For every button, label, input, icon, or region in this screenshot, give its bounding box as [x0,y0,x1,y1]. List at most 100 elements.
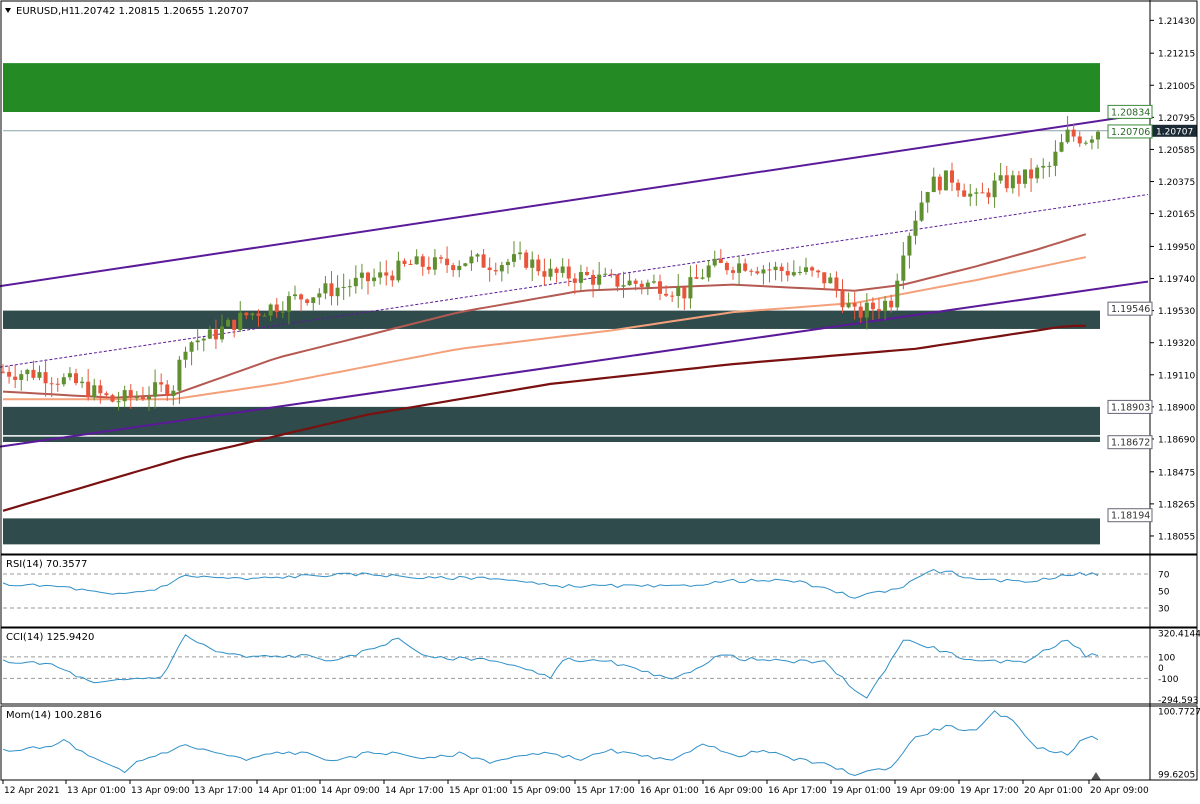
candle [311,296,316,312]
candle-body [140,397,145,400]
candle [1047,161,1052,178]
y-tick-label: 1.18690 [1158,435,1195,445]
candle [712,250,717,268]
candle [201,336,206,352]
candle-body [658,281,662,294]
candle [998,162,1003,184]
candle [317,288,322,305]
candle-body [110,395,115,402]
rsi-line [2,568,1099,599]
candle-body [846,303,851,308]
candle [67,367,72,381]
y-tick-label: 1.18265 [1158,500,1195,510]
candle [323,276,328,300]
candle-body [426,266,431,270]
candle-body [670,295,675,297]
x-tick-label: 13 Apr 17:00 [194,786,253,796]
candle-body [49,383,54,385]
candle [518,241,523,260]
candle [779,263,784,282]
candle [785,262,790,282]
candle-body [621,285,626,287]
candle-body [335,287,340,297]
candle-body [1035,167,1040,179]
candle-body [414,256,419,265]
frame-layer [0,0,1198,781]
candle-body [98,385,103,394]
candle [530,251,535,282]
candle-body [13,376,18,380]
y-tick-label: 1.19740 [1158,275,1195,285]
candle [13,364,18,389]
level-label-box [1107,399,1153,414]
candle-body [1016,175,1021,184]
candle [542,258,547,286]
candle-body [457,265,462,271]
candle [80,376,85,388]
candle-body [992,180,997,198]
indicator-tick-label: 100 [1158,653,1175,663]
x-tick-label: 15 Apr 17:00 [576,786,635,796]
candle-body [706,265,711,278]
candle [274,297,279,318]
x-tick-label: 19 Apr 17:00 [960,786,1019,796]
candle [183,346,188,368]
candle [925,191,930,213]
candle [493,262,498,276]
candle-body [816,270,821,273]
candle [718,249,723,264]
candle-body [962,190,967,197]
shift-marker-icon[interactable] [1091,772,1101,780]
candle-body [37,372,42,378]
candle [615,273,620,292]
candle-body [262,315,267,317]
zones-layer [3,63,1100,545]
candle-body [712,258,717,266]
y-tick-label: 1.19110 [1158,371,1195,381]
y-tick-label: 1.21215 [1158,50,1195,60]
candle [177,356,182,404]
candle [61,373,66,387]
candle-body [785,271,790,276]
y-tick-label: 1.18475 [1158,468,1195,478]
candle [147,386,151,412]
symbol-title: EURUSD,H1 [16,6,75,17]
candle-body [828,277,833,284]
candle [1035,164,1040,184]
candle [956,179,961,197]
candle-body [317,293,322,298]
candle [171,385,176,406]
candle [213,319,218,349]
candle-body [1059,142,1064,152]
y-tick-label: 1.20165 [1158,210,1195,220]
candle-body [968,193,973,197]
y-tick-label: 1.20585 [1158,146,1195,156]
candle-body [238,312,243,330]
candle [31,360,36,381]
candle [658,274,662,301]
candle-body [286,296,291,312]
dropdown-triangle-icon[interactable] [5,8,11,13]
candle-body [919,202,924,221]
candle [919,190,924,222]
candle [755,266,760,275]
candle-body [548,268,553,277]
candle-body [737,263,742,273]
candle-body [481,254,486,268]
candle-body [408,263,413,265]
candle-body [445,258,450,266]
candle [390,270,395,287]
candle-body [779,266,784,272]
candle [572,273,577,295]
x-tick-label: 16 Apr 01:00 [640,786,699,796]
candle [992,172,997,208]
candle [822,272,827,290]
candle [305,298,310,306]
candle [244,311,249,320]
candle [74,368,78,386]
y-tick-label: 1.18900 [1158,403,1195,413]
candle [609,269,614,278]
candle-body [700,277,705,279]
